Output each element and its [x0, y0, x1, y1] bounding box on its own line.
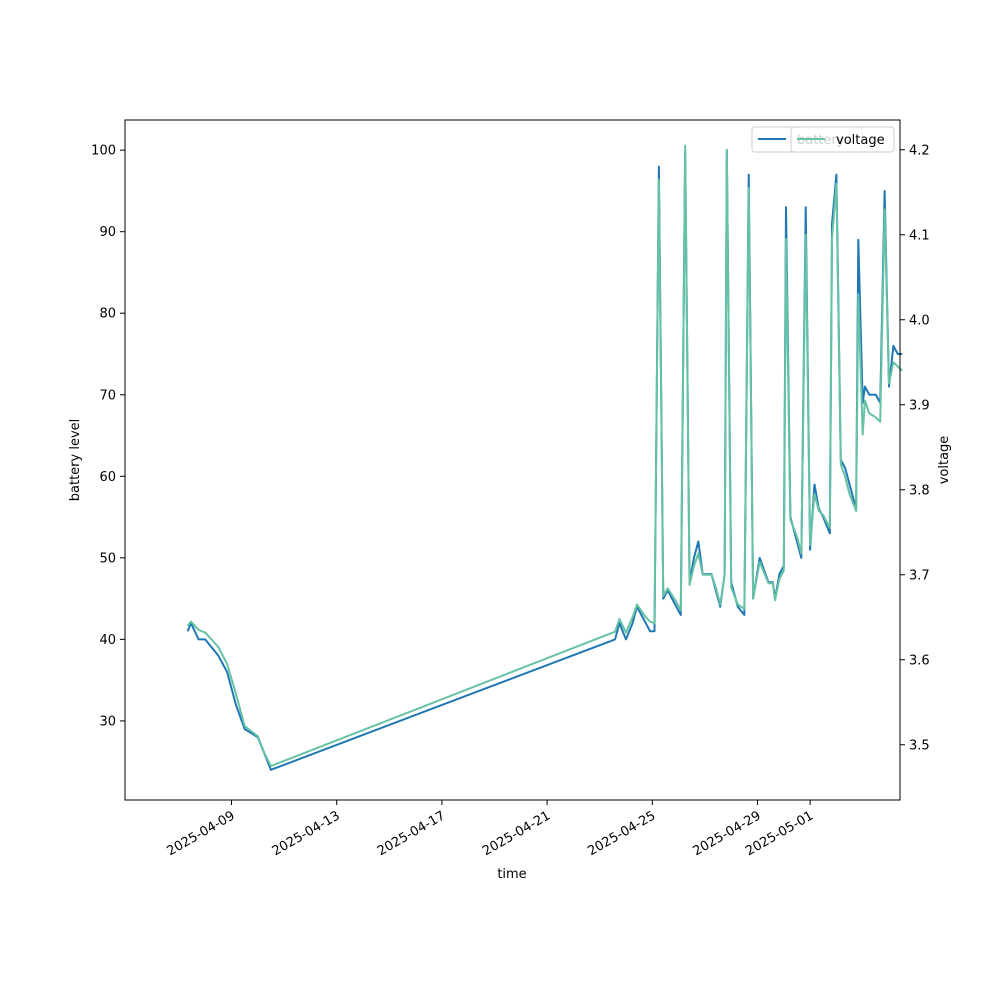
y-right-tick-label: 3.7 [909, 568, 930, 583]
y-right-tick-label: 3.6 [909, 653, 930, 668]
y-left-tick-label: 70 [99, 388, 116, 403]
x-tick-label: 2025-04-09 [165, 808, 238, 859]
y-left-tick-label: 90 [99, 225, 116, 240]
legend-voltage: voltage [790, 126, 895, 153]
y-right-tick-label: 4.0 [909, 313, 930, 328]
y-axis-left-label: battery level [68, 419, 83, 502]
y-left-tick-label: 50 [99, 551, 116, 566]
y-right-tick-label: 3.9 [909, 398, 930, 413]
y-left-tick-label: 60 [99, 470, 116, 485]
y-axis-right: 3.5 3.6 3.7 3.8 3.9 4.0 4.1 4.2 [900, 143, 930, 753]
y-left-tick-label: 30 [99, 714, 116, 729]
x-tick-label: 2025-04-25 [585, 808, 658, 859]
plot-background [125, 120, 900, 800]
legend-voltage-box [790, 126, 895, 153]
series-line-battery [186, 149, 903, 771]
legend-voltage-label: voltage [836, 133, 885, 148]
y-left-tick-label: 100 [91, 144, 116, 159]
y-right-tick-label: 3.5 [909, 738, 930, 753]
x-tick-label: 2025-04-13 [270, 808, 343, 859]
plot-frame [124, 119, 901, 801]
x-tick-label: 2025-04-17 [375, 808, 448, 859]
x-axis: 2025-04-09 2025-04-13 2025-04-17 2025-04-21… [165, 800, 816, 859]
x-tick-label: 2025-04-21 [480, 808, 553, 859]
y-left-tick-label: 40 [99, 633, 116, 648]
y-right-tick-label: 3.8 [909, 483, 930, 498]
y-left-tick-label: 80 [99, 307, 116, 322]
series-line-voltage [186, 144, 903, 767]
series-layer [186, 144, 903, 771]
y-right-tick-label: 4.1 [909, 228, 930, 243]
y-axis-left: 30 40 50 60 70 80 90 100 [91, 144, 125, 729]
x-axis-label: time [497, 867, 526, 882]
y-right-tick-label: 4.2 [909, 143, 930, 158]
y-axis-right-label: voltage [937, 436, 952, 485]
